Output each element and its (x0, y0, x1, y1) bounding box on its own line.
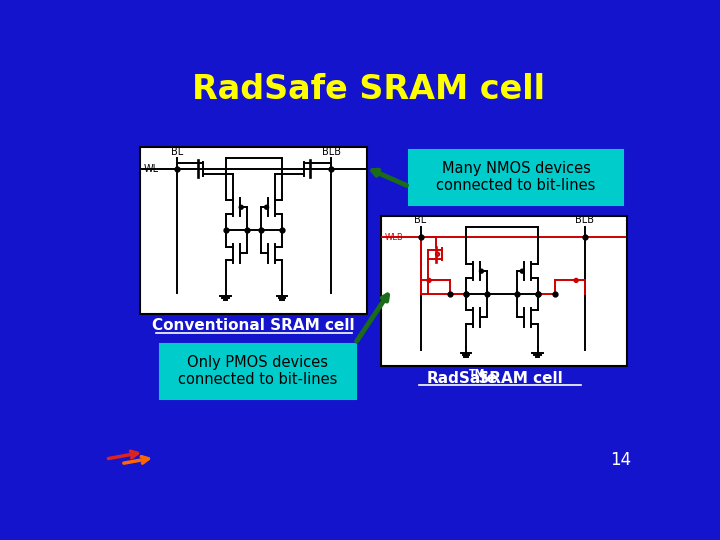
Text: TM: TM (469, 369, 485, 379)
Text: 14: 14 (610, 451, 631, 469)
Text: Many NMOS devices
connected to bit-lines: Many NMOS devices connected to bit-lines (436, 161, 595, 193)
Text: BLB: BLB (575, 215, 594, 225)
Text: SRAM cell: SRAM cell (473, 370, 563, 386)
Bar (381, 215, 627, 366)
Bar (140, 147, 367, 314)
Text: BL: BL (415, 215, 427, 225)
Text: Only PMOS devices
connected to bit-lines: Only PMOS devices connected to bit-lines (178, 355, 337, 388)
Text: WL: WL (144, 164, 159, 174)
Text: RadSafe SRAM cell: RadSafe SRAM cell (192, 73, 546, 106)
Text: BLB: BLB (322, 147, 341, 157)
Text: Conventional SRAM cell: Conventional SRAM cell (152, 319, 355, 333)
Text: RadSafe: RadSafe (427, 370, 498, 386)
Bar (160, 343, 356, 399)
Bar (409, 150, 623, 205)
Text: BL: BL (171, 147, 184, 157)
Text: WLB: WLB (384, 233, 403, 242)
